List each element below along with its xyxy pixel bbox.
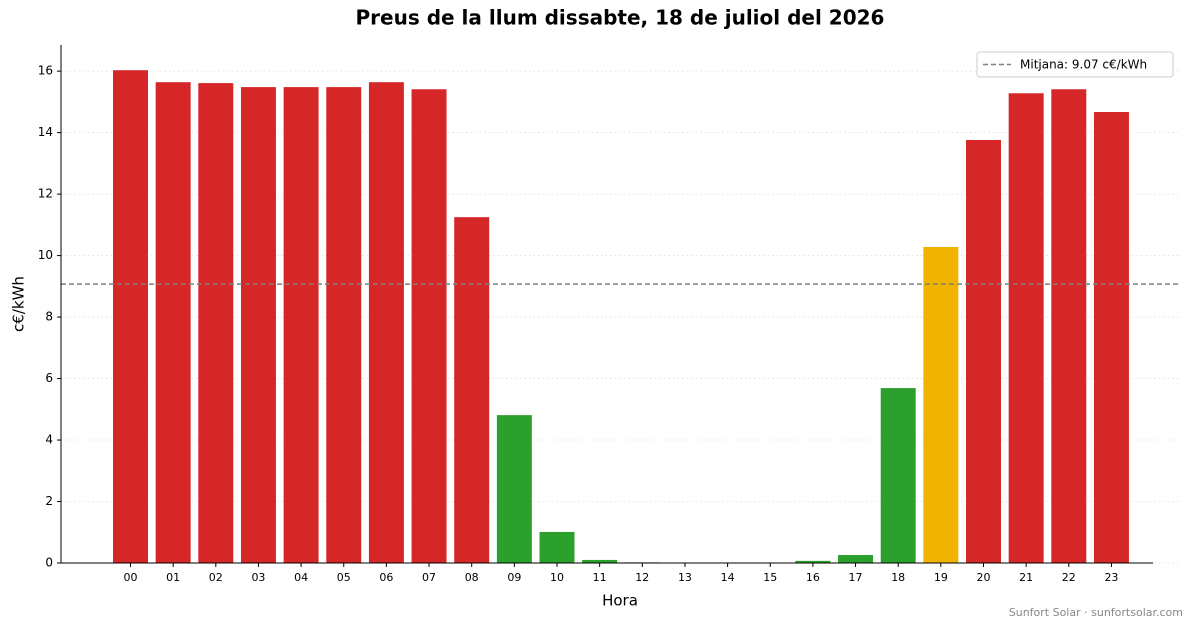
y-axis-label: c€/kWh [10,276,28,332]
x-tick-label: 03 [251,571,265,584]
bar [923,246,959,564]
x-tick-label: 10 [550,571,564,584]
y-tick-label: 12 [38,187,53,201]
x-tick-label: 07 [422,571,436,584]
x-tick-label: 19 [934,571,948,584]
y-tick-label: 6 [45,371,53,385]
bar [1008,93,1044,564]
x-tick-label: 02 [209,571,223,584]
chart-title: Preus de la llum dissabte, 18 de juliol … [356,6,885,30]
x-axis-label: Hora [602,592,638,610]
bar [539,531,575,563]
y-tick-label: 14 [38,125,53,139]
y-tick-label: 8 [45,310,53,324]
bar [368,82,404,563]
x-tick-label: 20 [977,571,991,584]
x-tick-label: 04 [294,571,308,584]
footer: Sunfort Solar · sunfortsolar.com [1009,606,1183,619]
x-tick-label: 16 [806,571,820,584]
bar [326,87,362,563]
y-tick-label: 2 [45,494,53,508]
x-tick-label: 13 [678,571,692,584]
bar [838,555,874,563]
x-tick-label: 06 [379,571,393,584]
legend-box [976,51,1174,78]
x-tick-label: 05 [337,571,351,584]
bar [1051,89,1087,563]
x-tick-label: 18 [891,571,905,584]
bar [283,87,319,563]
bar [411,89,447,563]
x-tick-label: 15 [763,571,777,584]
x-tick-label: 11 [593,571,607,584]
legend-label: Mitjana: 9.07 c€/kWh [1020,58,1147,72]
x-tick-label: 17 [849,571,863,584]
x-tick-label: 22 [1062,571,1076,584]
bar [240,87,276,563]
bar [880,388,916,563]
x-tick-label: 00 [124,571,138,584]
bar [496,415,532,563]
y-tick-label: 16 [38,64,53,78]
x-tick-label: 23 [1104,571,1118,584]
bar [454,217,490,563]
y-tick-label: 4 [45,433,53,447]
y-tick-label: 10 [38,248,53,262]
x-tick-label: 09 [507,571,521,584]
bar [795,560,831,563]
bar [198,83,234,564]
bar [1093,112,1129,563]
x-tick-label: 12 [635,571,649,584]
x-tick-label: 01 [166,571,180,584]
x-tick-label: 08 [465,571,479,584]
y-tick-label: 0 [45,556,53,570]
x-tick-label: 21 [1019,571,1033,584]
bar [966,139,1001,563]
x-tick-label: 14 [721,571,735,584]
bar [155,82,191,563]
bar [113,70,148,563]
bar [582,559,618,563]
